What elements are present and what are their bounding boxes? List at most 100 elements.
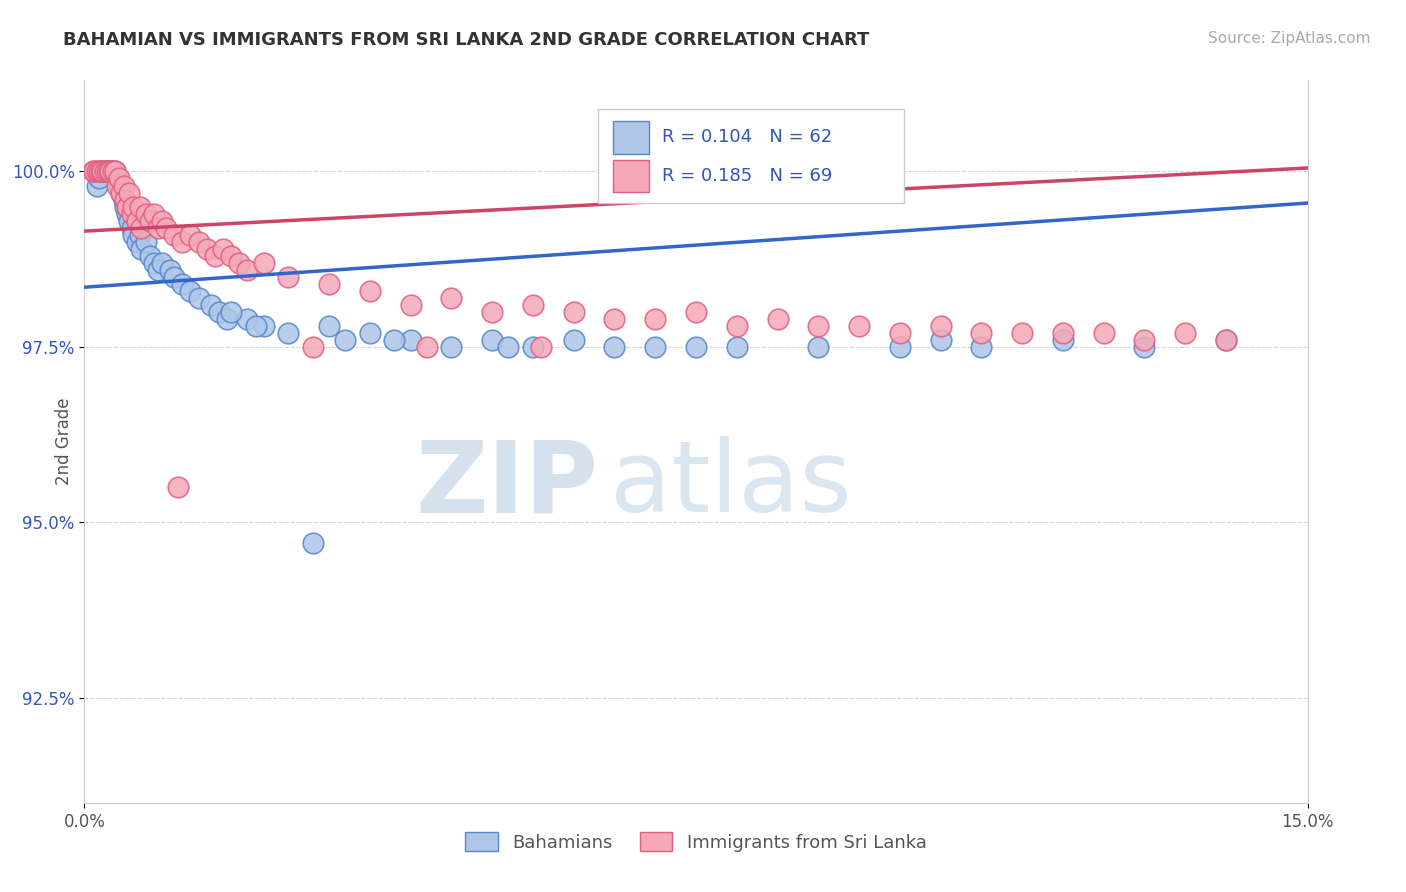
Point xyxy=(101,164,124,178)
Point xyxy=(146,220,169,235)
Text: ZIP: ZIP xyxy=(415,436,598,533)
Point xyxy=(105,178,128,193)
Point xyxy=(131,220,153,235)
Legend: Bahamians, Immigrants from Sri Lanka: Bahamians, Immigrants from Sri Lanka xyxy=(458,825,934,859)
Point xyxy=(105,171,128,186)
Text: Source: ZipAtlas.com: Source: ZipAtlas.com xyxy=(1208,31,1371,46)
Point xyxy=(112,178,135,193)
Point xyxy=(90,164,112,178)
Point xyxy=(1052,326,1074,340)
Point xyxy=(644,340,666,354)
Point xyxy=(122,200,145,214)
Point xyxy=(382,333,405,347)
Point xyxy=(87,164,110,178)
Point xyxy=(91,164,114,178)
Point xyxy=(127,235,149,249)
Point xyxy=(766,311,789,326)
Point xyxy=(150,213,173,227)
Point xyxy=(1174,326,1197,340)
Text: R = 0.104   N = 62: R = 0.104 N = 62 xyxy=(662,128,832,146)
Point xyxy=(335,333,357,347)
Point xyxy=(440,340,463,354)
Point xyxy=(204,249,226,263)
Point xyxy=(1133,340,1156,354)
Point xyxy=(101,164,124,178)
Point xyxy=(217,311,239,326)
Point xyxy=(146,262,169,277)
Point xyxy=(115,200,138,214)
Point xyxy=(212,242,235,256)
Point xyxy=(163,227,186,242)
Point xyxy=(104,164,127,178)
Point xyxy=(142,255,165,269)
Point xyxy=(195,242,218,256)
Point xyxy=(416,340,439,354)
Point xyxy=(167,480,190,494)
Point xyxy=(135,206,157,220)
Point xyxy=(228,255,250,269)
Text: atlas: atlas xyxy=(610,436,852,533)
Point xyxy=(163,269,186,284)
Y-axis label: 2nd Grade: 2nd Grade xyxy=(55,398,73,485)
Point xyxy=(359,326,381,340)
Text: R = 0.185   N = 69: R = 0.185 N = 69 xyxy=(662,167,832,185)
Point xyxy=(87,171,110,186)
Point xyxy=(685,340,707,354)
Point xyxy=(219,249,242,263)
Point xyxy=(187,291,209,305)
Point xyxy=(121,220,143,235)
Point xyxy=(277,326,299,340)
Point xyxy=(277,269,299,284)
Point xyxy=(90,164,112,178)
Bar xyxy=(613,121,650,154)
Point xyxy=(807,318,830,333)
Point xyxy=(644,311,666,326)
Point xyxy=(86,178,108,193)
Point xyxy=(142,206,165,220)
Point xyxy=(929,333,952,347)
Point xyxy=(603,340,626,354)
Point xyxy=(155,220,177,235)
Point xyxy=(219,305,242,319)
Point xyxy=(104,164,127,178)
Point xyxy=(1011,326,1033,340)
Point xyxy=(107,178,129,193)
Point xyxy=(562,305,585,319)
Point xyxy=(138,213,160,227)
Point xyxy=(236,262,259,277)
Point xyxy=(530,340,553,354)
Point xyxy=(301,536,323,550)
Point xyxy=(253,255,276,269)
Point xyxy=(562,333,585,347)
Point xyxy=(107,171,129,186)
Point xyxy=(150,255,173,269)
Point xyxy=(110,186,132,200)
Point xyxy=(100,164,122,178)
Point xyxy=(179,227,201,242)
Point xyxy=(929,318,952,333)
Point xyxy=(685,305,707,319)
Point xyxy=(481,333,503,347)
Point xyxy=(848,318,870,333)
Point xyxy=(82,164,104,178)
Point xyxy=(301,340,323,354)
Point xyxy=(970,340,993,354)
Point xyxy=(725,318,748,333)
Point xyxy=(127,213,149,227)
Point xyxy=(128,227,150,242)
Point xyxy=(603,311,626,326)
Point xyxy=(970,326,993,340)
Bar xyxy=(613,160,650,193)
Point xyxy=(93,164,115,178)
Point xyxy=(100,164,122,178)
Point xyxy=(200,298,222,312)
Point xyxy=(208,305,231,319)
Point xyxy=(118,186,141,200)
Point xyxy=(114,200,136,214)
Point xyxy=(97,164,120,178)
Point xyxy=(93,164,115,178)
Point xyxy=(236,311,259,326)
Point xyxy=(1133,333,1156,347)
Point xyxy=(112,193,135,207)
Point xyxy=(318,318,340,333)
